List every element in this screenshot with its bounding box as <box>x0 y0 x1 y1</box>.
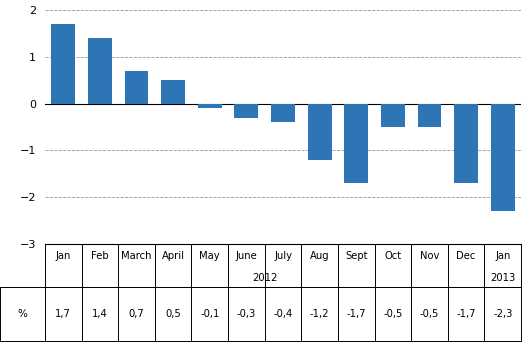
Text: -1,2: -1,2 <box>310 309 330 319</box>
Text: 2013: 2013 <box>490 272 515 283</box>
Text: April: April <box>162 251 185 261</box>
Text: Nov: Nov <box>420 251 439 261</box>
Text: -0,3: -0,3 <box>237 309 256 319</box>
Text: Dec: Dec <box>457 251 476 261</box>
Text: -1,7: -1,7 <box>346 309 366 319</box>
Text: -0,5: -0,5 <box>420 309 439 319</box>
Text: Oct: Oct <box>385 251 402 261</box>
Bar <box>381 104 405 127</box>
Text: %: % <box>17 309 28 319</box>
Text: 0,5: 0,5 <box>165 309 181 319</box>
Text: March: March <box>121 251 152 261</box>
Text: -1,7: -1,7 <box>457 309 476 319</box>
Bar <box>198 104 222 108</box>
Bar <box>344 104 368 183</box>
Text: -0,4: -0,4 <box>273 309 293 319</box>
Text: Jan: Jan <box>495 251 510 261</box>
Text: July: July <box>274 251 292 261</box>
Bar <box>51 24 75 104</box>
Bar <box>88 38 112 104</box>
Text: Jan: Jan <box>56 251 71 261</box>
Text: -0,1: -0,1 <box>200 309 220 319</box>
Text: Feb: Feb <box>91 251 109 261</box>
Text: -2,3: -2,3 <box>493 309 513 319</box>
Bar <box>125 71 149 104</box>
Bar <box>271 104 295 122</box>
Text: 2012: 2012 <box>252 272 277 283</box>
Bar <box>417 104 441 127</box>
Bar <box>454 104 478 183</box>
Bar <box>308 104 332 160</box>
Bar <box>234 104 258 118</box>
Text: 1,4: 1,4 <box>92 309 108 319</box>
Text: June: June <box>235 251 257 261</box>
Text: 0,7: 0,7 <box>129 309 144 319</box>
Text: May: May <box>199 251 220 261</box>
Bar <box>161 80 185 104</box>
Text: 1,7: 1,7 <box>56 309 71 319</box>
Text: Aug: Aug <box>310 251 330 261</box>
Text: Sept: Sept <box>345 251 368 261</box>
Bar <box>491 104 515 211</box>
Text: -0,5: -0,5 <box>383 309 403 319</box>
